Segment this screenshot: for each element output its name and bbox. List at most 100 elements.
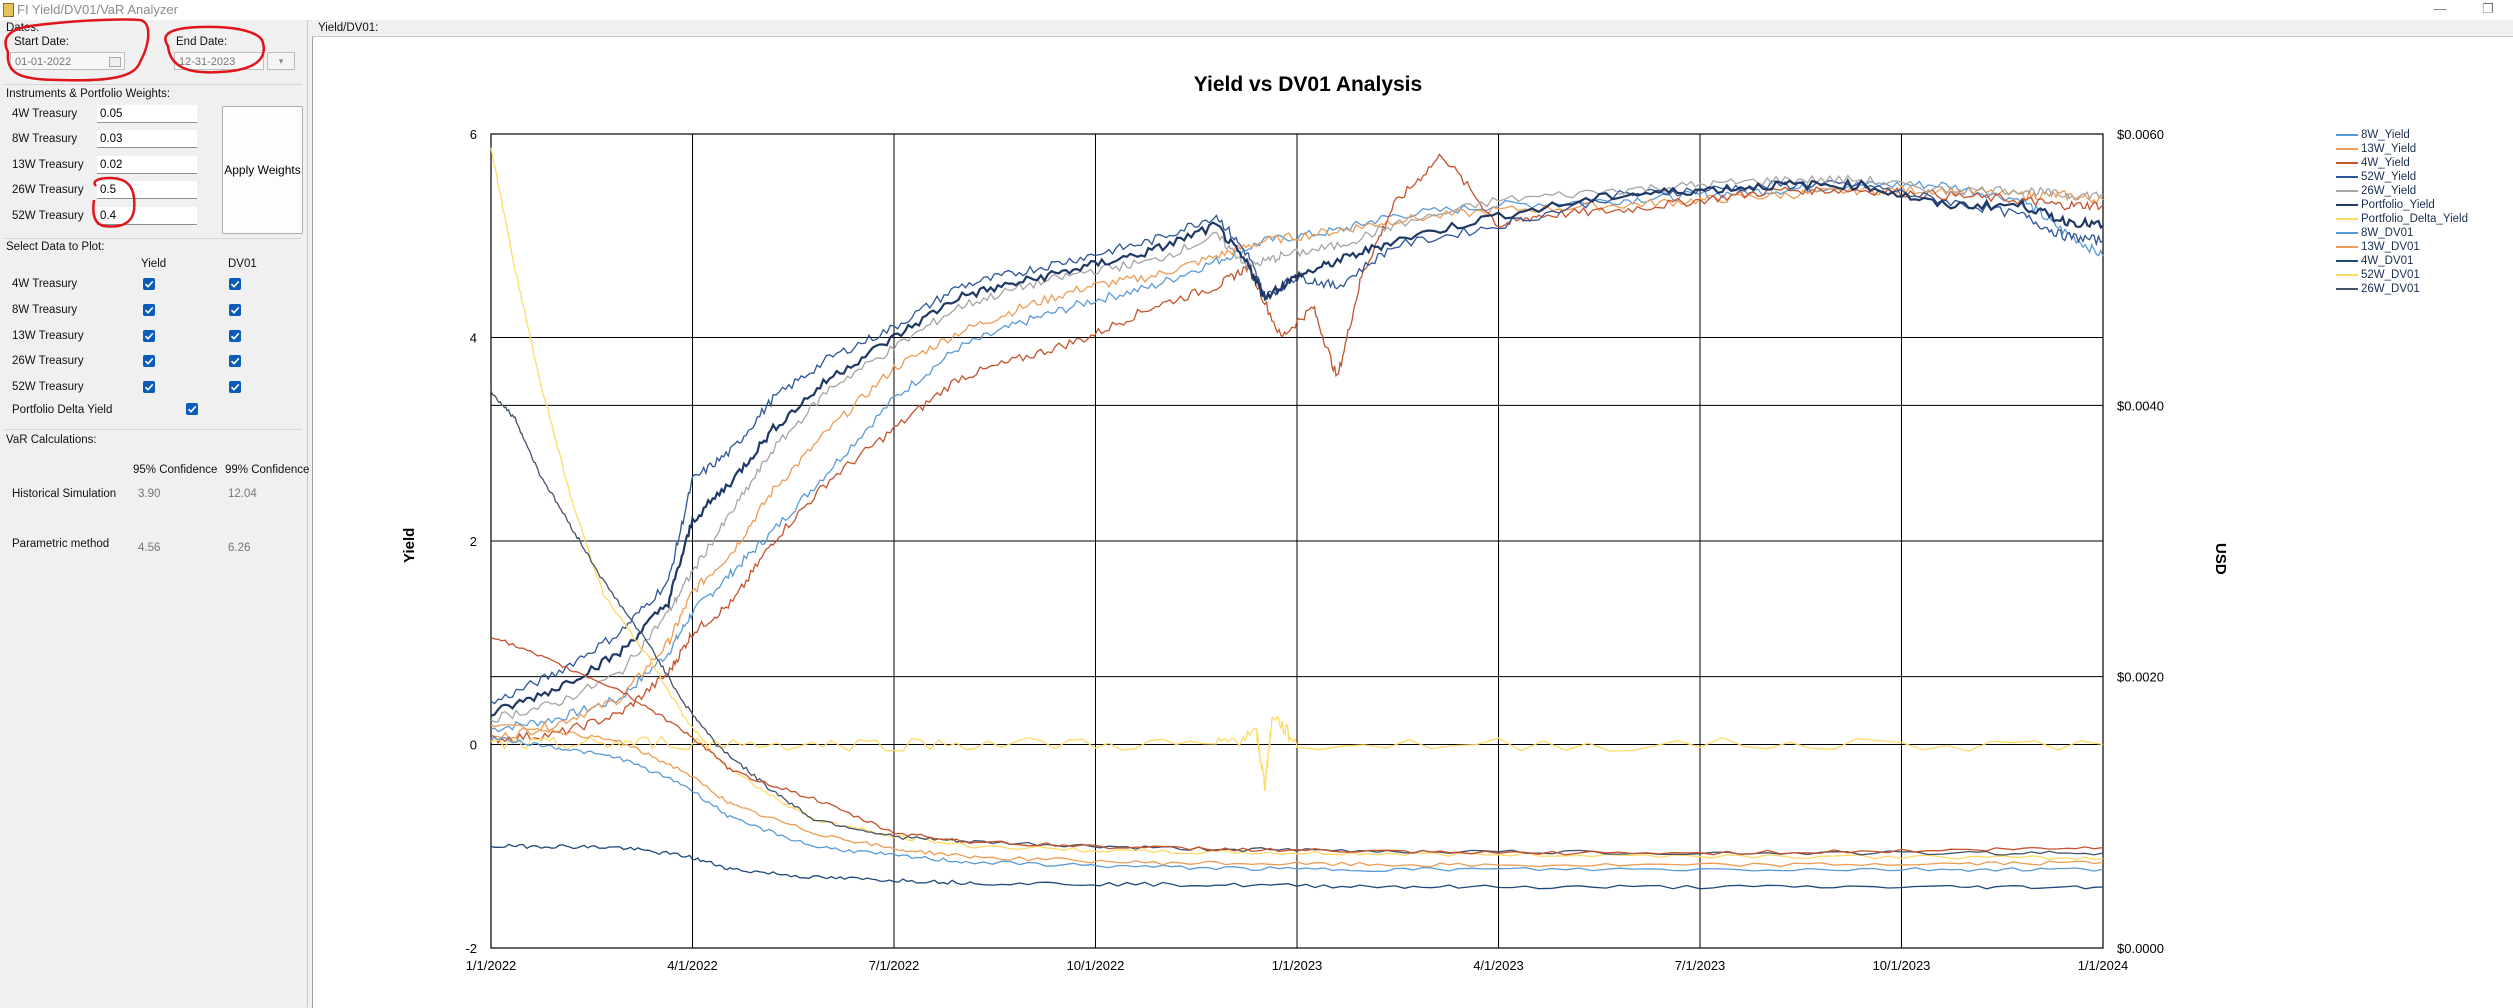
legend-item: 52W_Yield — [2336, 170, 2416, 184]
apply-weights-label: Apply Weights — [224, 163, 301, 177]
legend-label: Portfolio_Delta_Yield — [2361, 213, 2468, 225]
chart-panel-label: Yield/DV01: — [318, 22, 379, 34]
weight-label-8w: 8W Treasury — [12, 133, 78, 145]
plot-label-8w: 8W Treasury — [12, 304, 78, 316]
divider — [4, 84, 302, 85]
weight-label-52w: 52W Treasury — [12, 210, 84, 222]
weight-input-8w[interactable]: 0.03 — [97, 130, 197, 148]
apply-weights-button[interactable]: Apply Weights — [222, 106, 303, 234]
control-panel: Dates: Start Date: 01-01-2022 End Date: … — [0, 20, 310, 1007]
checkbox-yield-8w[interactable] — [143, 304, 155, 316]
x-tick-label: 7/1/2023 — [1675, 958, 1726, 973]
x-tick-label: 1/1/2024 — [2078, 958, 2129, 973]
yield-column-header: Yield — [141, 258, 167, 270]
title-bar: FI Yield/DV01/VaR Analyzer — ❐ — [0, 0, 2513, 21]
legend-item: 26W_DV01 — [2336, 282, 2420, 296]
dates-group-label: Dates: — [6, 22, 40, 34]
y2-tick-label: $0.0060 — [2117, 127, 2164, 142]
legend-label: 8W_DV01 — [2361, 227, 2414, 239]
checkbox-dv01-52w[interactable] — [229, 381, 241, 393]
y-tick-label: 4 — [470, 331, 477, 346]
checkbox-yield-26w[interactable] — [143, 355, 155, 367]
plot-select-group-label: Select Data to Plot: — [6, 241, 105, 253]
series-line-8w-yield — [490, 180, 2104, 733]
var-parametric-95: 4.56 — [138, 542, 161, 554]
var-historical-label: Historical Simulation — [12, 488, 117, 500]
legend-swatch — [2336, 273, 2358, 276]
legend-item: 13W_Yield — [2336, 142, 2416, 156]
legend-swatch — [2336, 287, 2358, 290]
series-line-26w-yield — [490, 174, 2103, 723]
portfolio-delta-yield-label: Portfolio Delta Yield — [12, 404, 113, 416]
series-line-portfolio-delta-yield — [490, 715, 2104, 792]
legend-label: 52W_DV01 — [2361, 269, 2420, 281]
minimize-button[interactable]: — — [2433, 1, 2447, 16]
checkbox-portfolio-delta-yield[interactable] — [186, 403, 198, 415]
weight-input-13w[interactable]: 0.02 — [97, 156, 197, 174]
checkbox-yield-13w[interactable] — [143, 330, 155, 342]
start-date-picker[interactable]: 01-01-2022 — [10, 52, 125, 70]
weights-group-label: Instruments & Portfolio Weights: — [6, 88, 171, 100]
series-line-portfolio-yield — [490, 177, 2104, 717]
legend-item: 26W_Yield — [2336, 184, 2416, 198]
legend-item: 4W_DV01 — [2336, 254, 2413, 268]
legend-swatch — [2336, 161, 2358, 164]
y-tick-label: 2 — [470, 534, 477, 549]
y-tick-label: 0 — [470, 738, 477, 753]
plot-label-4w: 4W Treasury — [12, 278, 78, 290]
app-icon — [3, 3, 14, 17]
x-tick-label: 1/1/2023 — [1272, 958, 1323, 973]
legend-swatch — [2336, 175, 2358, 178]
chart-panel: Yield/DV01: Yield vs DV01 Analysis Yield… — [312, 20, 2513, 1008]
end-date-dropdown-button[interactable]: ▾ — [267, 52, 295, 70]
x-tick-label: 4/1/2023 — [1473, 958, 1524, 973]
weight-label-4w: 4W Treasury — [12, 108, 78, 120]
checkbox-dv01-4w[interactable] — [229, 278, 241, 290]
series-line-13w-dv01-upper — [490, 637, 2104, 856]
var-historical-99: 12.04 — [228, 488, 257, 500]
legend-label: 4W_DV01 — [2361, 255, 2414, 267]
y-tick-label: -2 — [465, 941, 477, 956]
y2-tick-label: $0.0020 — [2117, 670, 2164, 685]
x-tick-label: 10/1/2022 — [1067, 958, 1125, 973]
calendar-icon — [109, 57, 121, 67]
x-tick-label: 4/1/2022 — [667, 958, 718, 973]
var-group-label: VaR Calculations: — [6, 434, 97, 446]
series-line-4w-dv01 — [490, 843, 2104, 890]
divider — [4, 429, 302, 430]
checkbox-dv01-13w[interactable] — [229, 330, 241, 342]
series-line-8w-dv01 — [490, 736, 2104, 872]
weight-input-4w[interactable]: 0.05 — [97, 105, 197, 123]
restore-button[interactable]: ❐ — [2482, 1, 2494, 16]
legend-item: 52W_DV01 — [2336, 268, 2420, 282]
chart-area[interactable]: Yield vs DV01 Analysis Yield USD 1/1/202… — [312, 36, 2513, 1008]
divider — [4, 238, 302, 239]
y2-tick-label: $0.0040 — [2117, 398, 2164, 413]
checkbox-dv01-26w[interactable] — [229, 355, 241, 367]
legend-label: 26W_Yield — [2361, 185, 2417, 197]
end-date-picker[interactable]: 12-31-2023 — [174, 52, 264, 70]
dv01-column-header: DV01 — [228, 258, 257, 270]
var-parametric-99: 6.26 — [228, 542, 251, 554]
var-99-header: 99% Confidence — [225, 464, 310, 476]
legend-swatch — [2336, 259, 2358, 262]
series-line-52w-dv01 — [490, 147, 2104, 861]
legend-swatch — [2336, 217, 2358, 220]
weight-input-26w[interactable]: 0.5 — [97, 181, 197, 199]
x-tick-label: 1/1/2022 — [466, 958, 517, 973]
weight-label-26w: 26W Treasury — [12, 184, 84, 196]
legend-item: 8W_Yield — [2336, 128, 2410, 142]
legend-label: Portfolio_Yield — [2361, 199, 2435, 211]
weight-input-52w[interactable]: 0.4 — [97, 207, 197, 225]
series-line-13w-dv01 — [490, 724, 2104, 868]
legend-swatch — [2336, 147, 2358, 150]
legend-label: 8W_Yield — [2361, 129, 2410, 141]
legend-swatch — [2336, 231, 2358, 234]
checkbox-dv01-8w[interactable] — [229, 304, 241, 316]
series-line-26w-dv01 — [490, 390, 2104, 856]
plot-label-52w: 52W Treasury — [12, 381, 84, 393]
checkbox-yield-52w[interactable] — [143, 381, 155, 393]
start-date-value: 01-01-2022 — [15, 56, 72, 68]
legend-item: 13W_DV01 — [2336, 240, 2420, 254]
checkbox-yield-4w[interactable] — [143, 278, 155, 290]
